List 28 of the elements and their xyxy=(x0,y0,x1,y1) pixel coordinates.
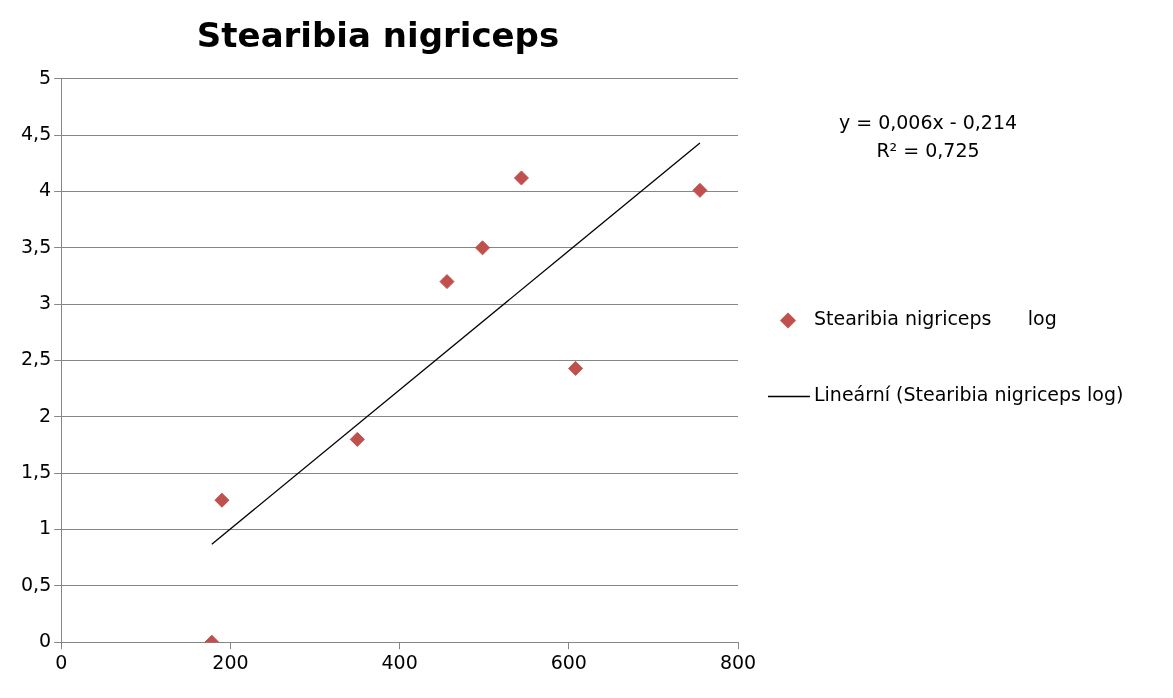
legend-label: Lineární (Stearibia nigriceps log) xyxy=(814,383,1124,406)
point xyxy=(568,360,584,376)
text: y = 0,006x - 0,214 xyxy=(838,110,1018,133)
x-tick-label: 0 xyxy=(55,650,68,673)
y-tick-label: 1 xyxy=(39,516,52,539)
y-tick-label: 4 xyxy=(39,178,52,201)
y-tick-label: 3 xyxy=(39,291,52,314)
point xyxy=(439,274,455,290)
y-tick-label: 4,5 xyxy=(21,122,52,145)
point xyxy=(475,240,491,256)
point xyxy=(214,492,230,508)
text: R² = 0,725 xyxy=(876,138,980,161)
y-tick-label: 2,5 xyxy=(21,347,52,370)
y-tick-label: 2 xyxy=(39,403,52,426)
point xyxy=(349,431,365,447)
chart-title: Stearibia nigriceps xyxy=(196,15,560,56)
x-tick-label: 800 xyxy=(719,650,757,673)
y-tick-label: 0,5 xyxy=(21,572,52,595)
legend-label: Stearibia nigriceps log xyxy=(814,307,1057,330)
x-tick-label: 400 xyxy=(381,650,418,673)
x-tick-label: 600 xyxy=(550,650,587,673)
y-tick-label: 5 xyxy=(39,65,52,88)
y-tick-label: 3,5 xyxy=(21,234,52,257)
y-tick-label: 0 xyxy=(39,629,52,652)
x-tick-label: 200 xyxy=(212,650,249,673)
point xyxy=(692,182,708,198)
y-tick-label: 1,5 xyxy=(21,460,52,483)
point xyxy=(513,170,529,186)
